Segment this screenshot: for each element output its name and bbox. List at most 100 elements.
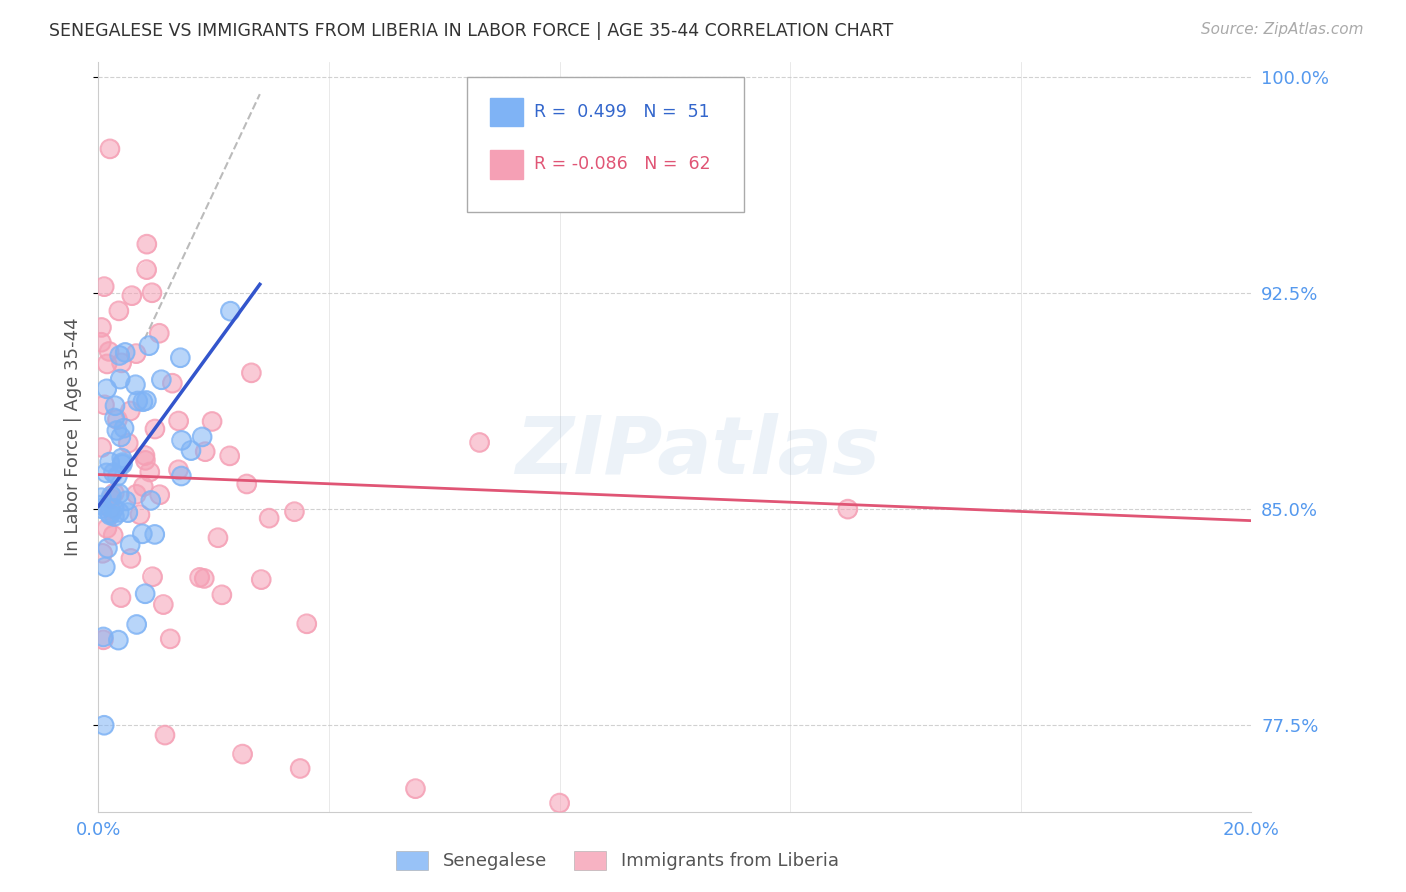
Point [100, 491, 122, 506]
Point [148, 326, 170, 341]
Point [152, 598, 174, 612]
Point [170, 434, 193, 448]
Point [405, 781, 427, 796]
Point [108, 304, 131, 318]
Point [124, 377, 146, 392]
Point [90, 501, 112, 516]
Point [110, 430, 132, 444]
Point [108, 349, 131, 363]
Point [141, 285, 163, 300]
Point [100, 489, 122, 503]
Point [111, 458, 134, 472]
Point [193, 571, 215, 585]
Point [295, 616, 318, 631]
Point [159, 632, 181, 646]
Point [108, 487, 131, 501]
Point [191, 430, 214, 444]
Point [90, 491, 112, 505]
Point [96, 521, 118, 535]
Point [290, 762, 312, 776]
Point [548, 796, 571, 810]
Point [117, 436, 139, 450]
Point [120, 551, 142, 566]
Point [93, 630, 115, 644]
Point [104, 399, 127, 413]
Point [110, 372, 132, 386]
Point [188, 570, 211, 584]
Point [90, 491, 112, 505]
Point [207, 531, 229, 545]
Point [468, 435, 491, 450]
Point [125, 487, 148, 501]
Point [127, 394, 149, 409]
Point [96, 466, 118, 480]
Point [295, 616, 318, 631]
Point [120, 404, 142, 418]
Point [149, 488, 172, 502]
Point [98, 508, 121, 523]
Point [134, 587, 156, 601]
Point [103, 466, 125, 480]
Point [114, 345, 136, 359]
Bar [491, 97, 523, 126]
Point [108, 505, 131, 519]
Point [162, 376, 184, 391]
Point [90, 498, 112, 512]
Point [219, 304, 242, 318]
Point [150, 373, 173, 387]
Point [98, 142, 121, 156]
Point [110, 430, 132, 444]
Point [148, 326, 170, 341]
Point [138, 338, 160, 352]
Point [98, 455, 121, 469]
Point [201, 414, 224, 428]
Text: Source: ZipAtlas.com: Source: ZipAtlas.com [1201, 22, 1364, 37]
Point [100, 501, 122, 516]
Point [153, 728, 176, 742]
Point [240, 366, 263, 380]
Point [180, 443, 202, 458]
Point [103, 509, 125, 524]
Point [93, 279, 115, 293]
Point [115, 494, 138, 508]
Point [139, 493, 162, 508]
Point [143, 527, 166, 541]
Point [235, 477, 257, 491]
Point [93, 718, 115, 732]
Point [93, 398, 115, 412]
Point [405, 781, 427, 796]
Bar [491, 150, 523, 178]
Point [96, 382, 118, 396]
Point [115, 494, 138, 508]
Point [170, 434, 193, 448]
Point [100, 491, 122, 506]
Point [218, 449, 240, 463]
Point [108, 304, 131, 318]
Point [107, 633, 129, 648]
Point [201, 414, 224, 428]
Point [194, 444, 217, 458]
Point [283, 505, 305, 519]
Point [121, 288, 143, 302]
Point [103, 466, 125, 480]
Legend: Senegalese, Immigrants from Liberia: Senegalese, Immigrants from Liberia [388, 844, 846, 878]
Point [93, 718, 115, 732]
Point [167, 414, 190, 428]
Text: R = -0.086   N =  62: R = -0.086 N = 62 [534, 155, 711, 173]
Point [117, 506, 139, 520]
Point [134, 453, 156, 467]
Point [135, 237, 157, 252]
Point [135, 262, 157, 277]
Point [139, 493, 162, 508]
Point [98, 344, 121, 359]
Point [129, 508, 152, 522]
Point [110, 591, 132, 605]
Text: SENEGALESE VS IMMIGRANTS FROM LIBERIA IN LABOR FORCE | AGE 35-44 CORRELATION CHA: SENEGALESE VS IMMIGRANTS FROM LIBERIA IN… [49, 22, 893, 40]
Point [90, 501, 112, 516]
Point [103, 501, 125, 516]
Point [143, 422, 166, 436]
Text: R =  0.499   N =  51: R = 0.499 N = 51 [534, 103, 710, 121]
Point [93, 630, 115, 644]
Point [96, 521, 118, 535]
Point [134, 587, 156, 601]
